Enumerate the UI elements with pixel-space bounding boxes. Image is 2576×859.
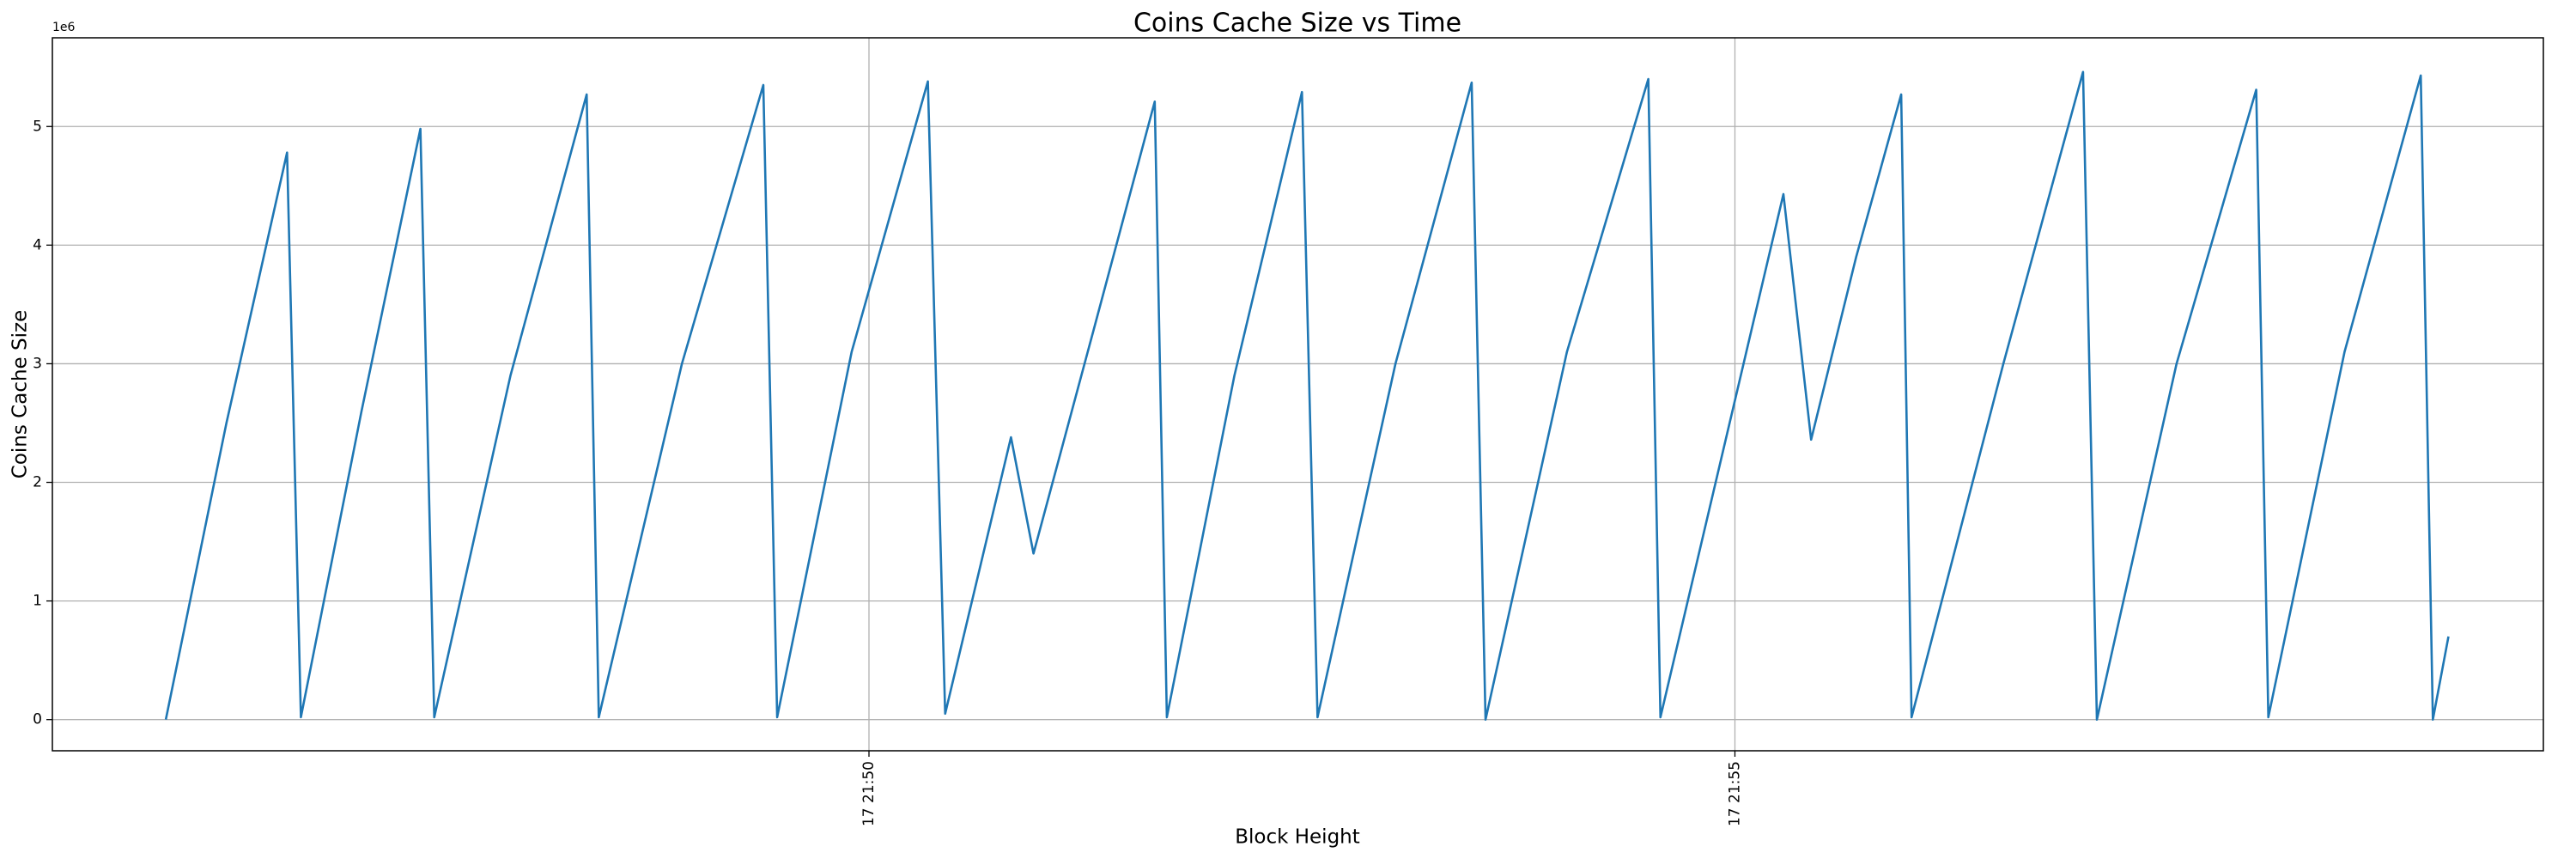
x-axis-label: Block Height	[1235, 826, 1360, 849]
y-offset-label: 1e6	[52, 21, 76, 34]
y-tick-label: 2	[33, 474, 42, 491]
y-tick-label: 3	[33, 355, 42, 372]
y-tick-label: 1	[33, 593, 42, 610]
x-tick-label: 17 21:55	[1726, 761, 1743, 826]
plot-frame	[52, 37, 2544, 752]
data-line	[164, 70, 2450, 721]
y-tick-label: 0	[33, 711, 42, 728]
y-tick-label: 5	[33, 118, 42, 135]
chart-title: Coins Cache Size vs Time	[1133, 9, 1461, 39]
x-tick-label: 17 21:50	[860, 761, 878, 826]
y-tick-label: 4	[33, 236, 42, 253]
y-axis-label: Coins Cache Size	[9, 310, 32, 478]
